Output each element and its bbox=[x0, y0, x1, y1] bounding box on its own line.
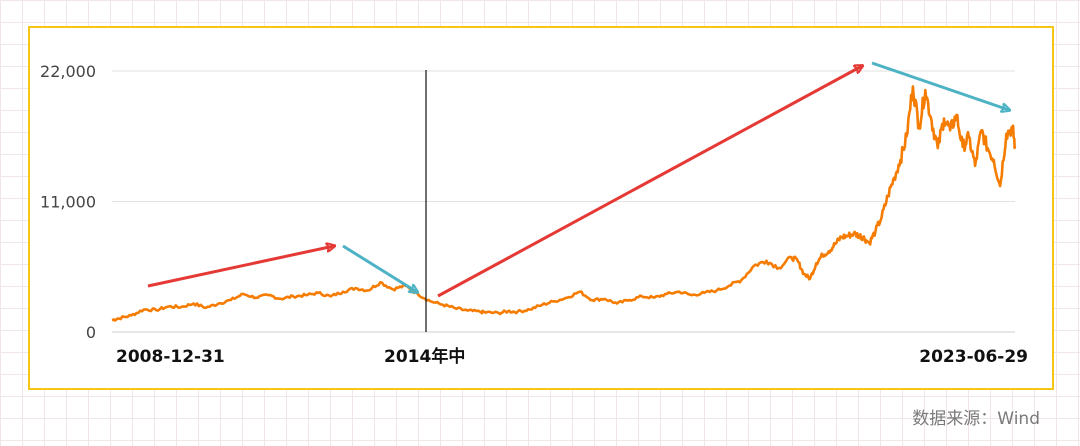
series-layer bbox=[111, 85, 1017, 322]
trend-arrow-up-2 bbox=[437, 66, 862, 298]
trend-arrow-down-1 bbox=[342, 244, 417, 292]
series-line bbox=[111, 85, 1017, 322]
trend-arrow-down-2 bbox=[871, 61, 1009, 110]
gridlines bbox=[112, 70, 1015, 333]
x-tick-label-middle: 2014年中 bbox=[384, 346, 465, 367]
source-note: 数据来源：Wind bbox=[912, 409, 1040, 429]
trend-arrows bbox=[147, 61, 1009, 298]
y-axis-ticks: 0 11,000 22,000 bbox=[40, 62, 96, 342]
y-tick-label: 11,000 bbox=[40, 193, 96, 212]
x-tick-label-start: 2008-12-31 bbox=[116, 347, 225, 367]
x-tick-label-end: 2023-06-29 bbox=[919, 347, 1028, 367]
x-axis-ticks: 2008-12-31 2014年中 2023-06-29 bbox=[116, 346, 1028, 367]
y-tick-label: 22,000 bbox=[40, 62, 96, 81]
trend-arrow-up-1 bbox=[147, 246, 334, 288]
y-tick-label: 0 bbox=[86, 323, 96, 342]
